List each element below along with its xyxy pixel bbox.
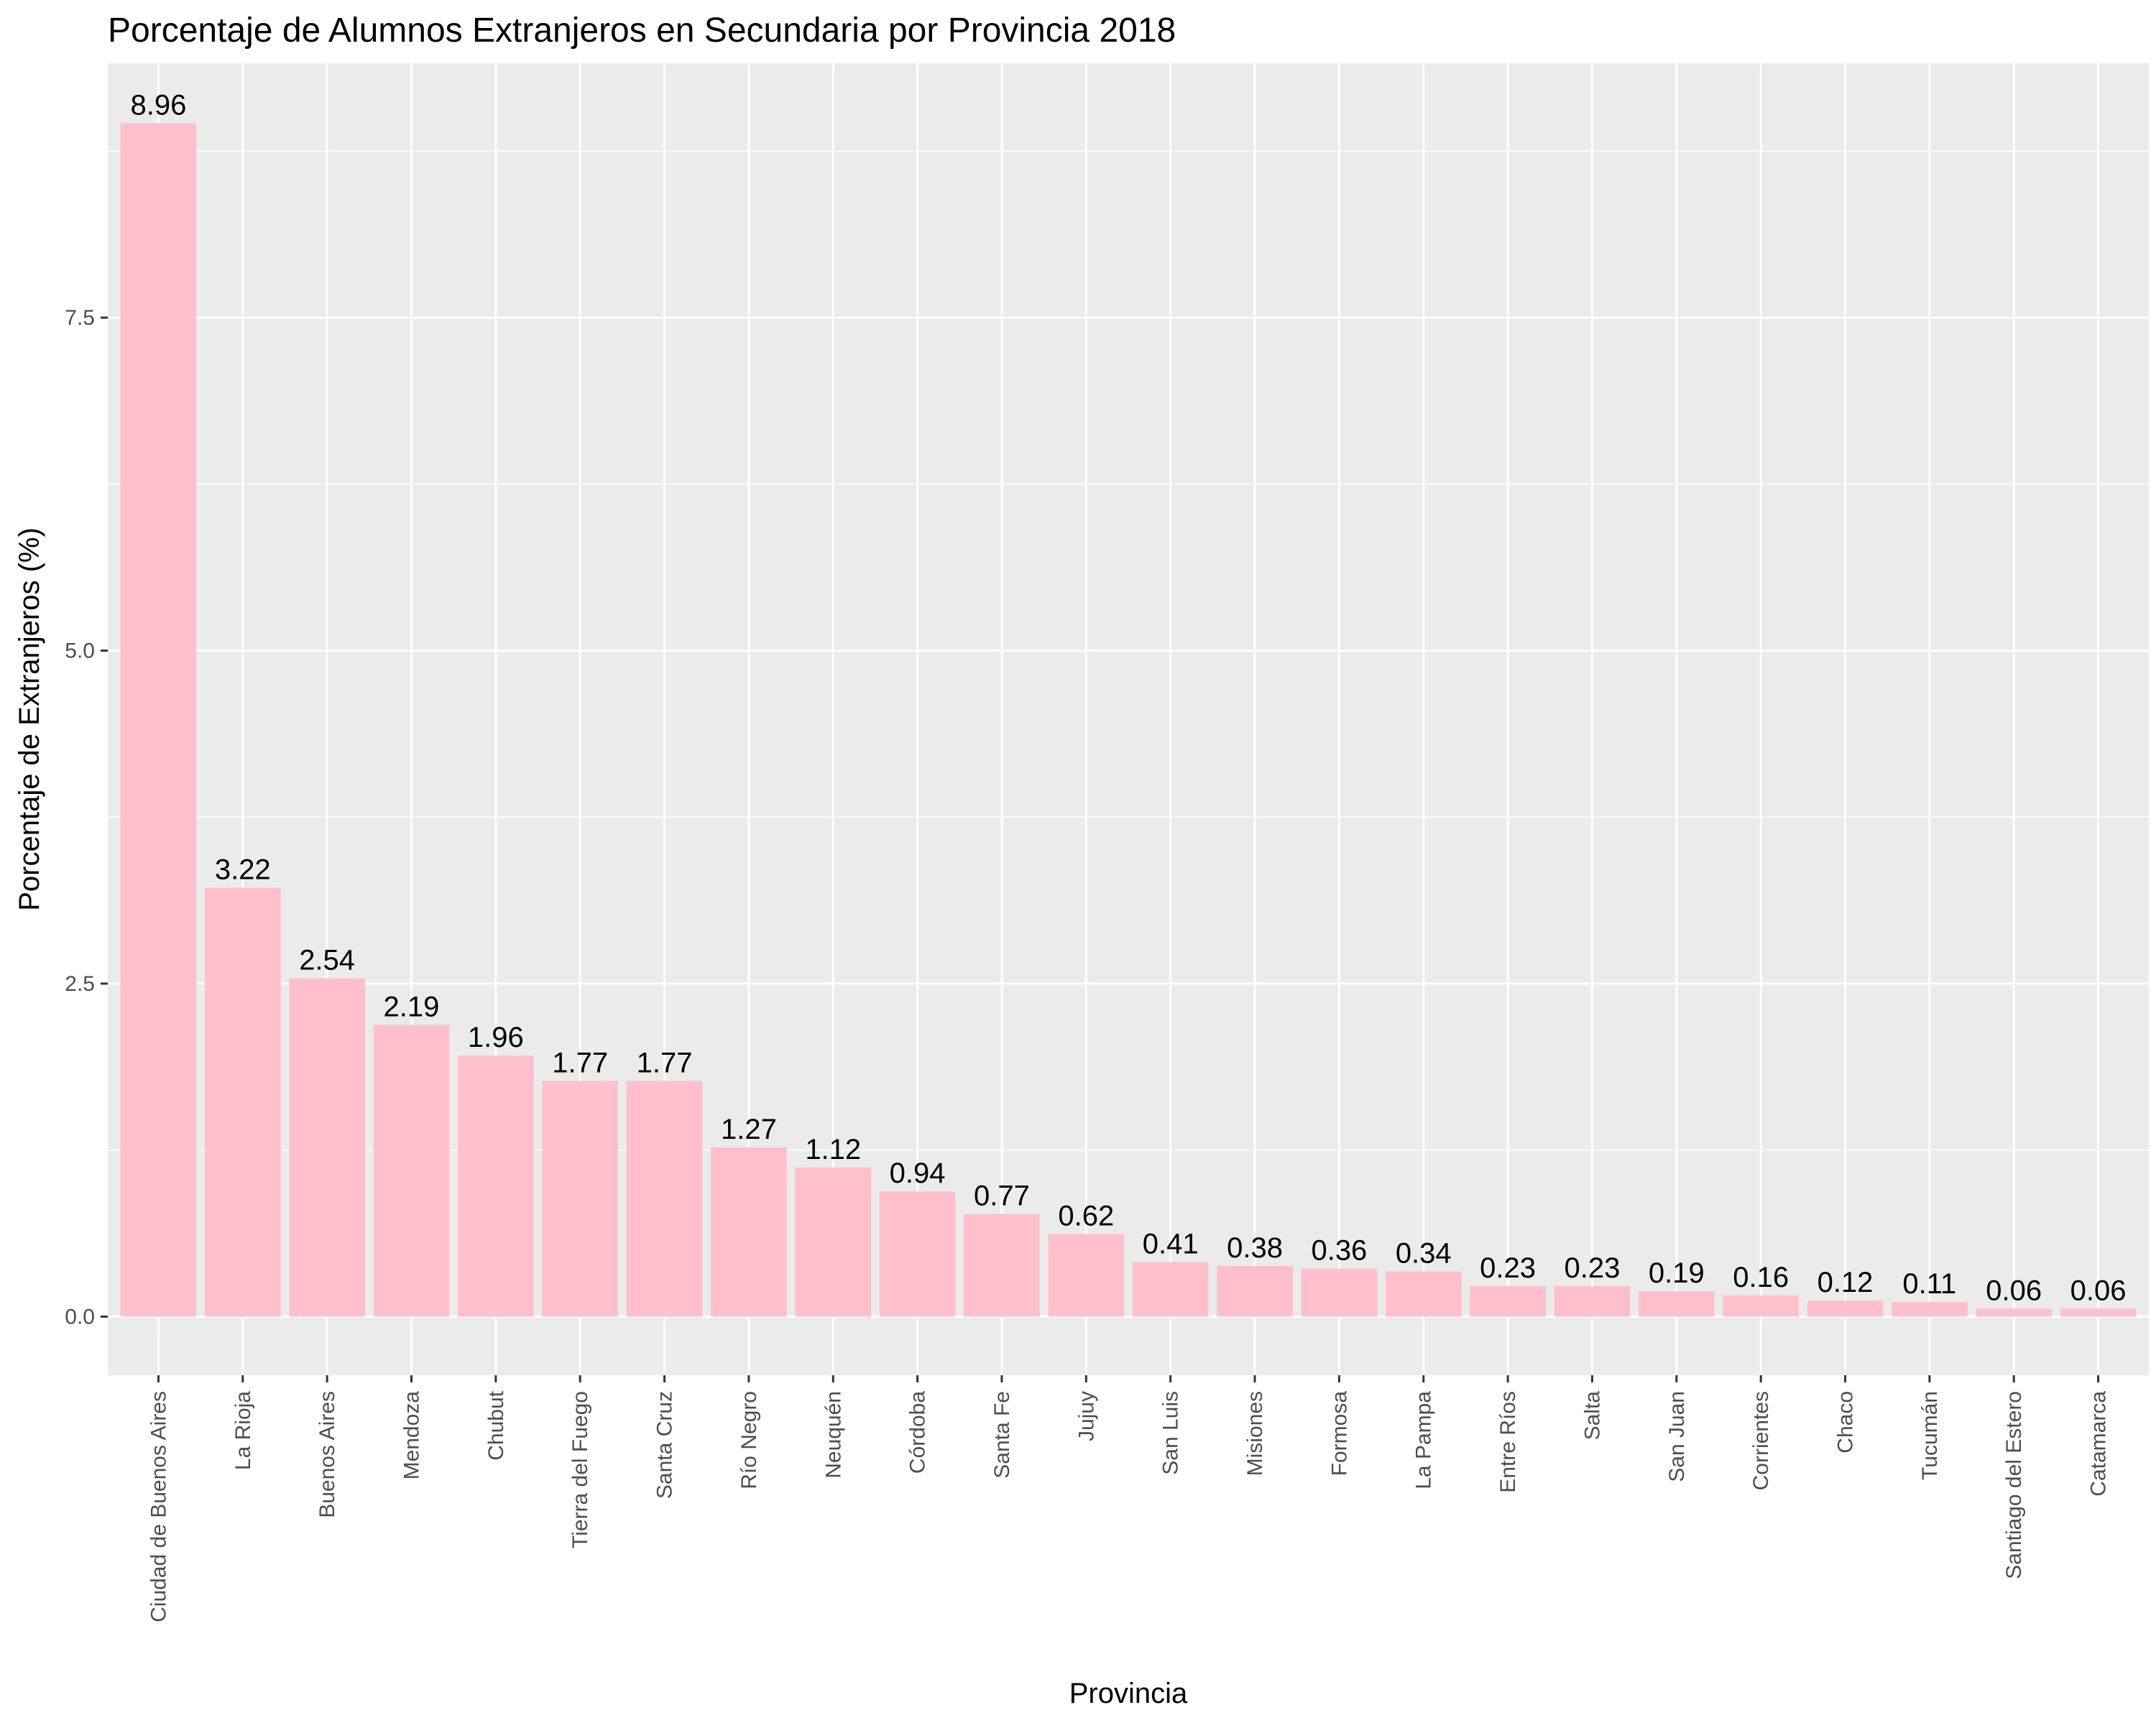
bar (964, 1214, 1040, 1317)
x-tick-label: La Rioja (231, 1391, 255, 1470)
y-tick-label: 5.0 (65, 639, 95, 663)
x-tick-label: Santa Cruz (653, 1391, 677, 1499)
data-label: 0.06 (1986, 1275, 2042, 1306)
x-axis-title: Provincia (1069, 1678, 1188, 1709)
x-tick-label: Entre Ríos (1496, 1391, 1520, 1493)
chart-title: Porcentaje de Alumnos Extranjeros en Sec… (108, 11, 1176, 50)
y-axis: 0.0 2.5 5.0 7.5 (65, 306, 108, 1329)
bar (626, 1081, 703, 1317)
data-label: 0.62 (1058, 1200, 1114, 1232)
data-label: 1.77 (637, 1047, 693, 1078)
x-tick-label: Tierra del Fuego (568, 1391, 592, 1548)
data-label: 0.16 (1733, 1262, 1789, 1293)
bar (1301, 1268, 1378, 1317)
bar (120, 123, 197, 1317)
bar (1807, 1300, 1884, 1317)
bar (458, 1055, 534, 1317)
x-tick-label: Chaco (1834, 1391, 1858, 1454)
data-label: 0.23 (1480, 1252, 1536, 1284)
x-tick-label: Mendoza (400, 1391, 423, 1480)
x-tick-label: San Luis (1159, 1391, 1183, 1475)
data-label: 0.94 (890, 1158, 946, 1189)
x-tick-label: Río Negro (737, 1391, 761, 1489)
x-tick-label: Buenos Aires (315, 1391, 339, 1518)
bar (1470, 1285, 1546, 1317)
data-label: 0.34 (1396, 1237, 1452, 1269)
x-tick-label: Misiones (1243, 1391, 1267, 1476)
bar (1554, 1285, 1631, 1317)
x-tick-label: Tucumán (1918, 1391, 1942, 1480)
x-tick-label: Ciudad de Buenos Aires (147, 1391, 170, 1622)
bar (1385, 1271, 1462, 1317)
data-label: 1.77 (552, 1047, 608, 1078)
bar (711, 1147, 787, 1317)
x-tick-label: Salta (1580, 1391, 1604, 1441)
data-labels: 8.96 3.22 2.54 2.19 1.96 1.77 1.77 1.27 1.12 0.94… (130, 89, 2126, 1306)
x-tick-label: Jujuy (1074, 1391, 1098, 1441)
x-tick-label: Santa Fe (990, 1391, 1014, 1479)
bar (1976, 1308, 2053, 1317)
bar (1723, 1295, 1799, 1317)
data-label: 1.27 (721, 1114, 777, 1145)
data-label: 8.96 (130, 89, 186, 121)
x-tick-label: Córdoba (906, 1391, 930, 1474)
x-tick-label: La Pampa (1412, 1391, 1436, 1489)
data-label: 0.23 (1565, 1252, 1621, 1284)
data-label: 0.19 (1649, 1257, 1705, 1289)
x-tick-label: Chubut (484, 1390, 508, 1460)
bar (795, 1167, 872, 1317)
bar (879, 1191, 956, 1317)
data-label: 3.22 (215, 854, 271, 886)
bar (1048, 1234, 1125, 1317)
bar (542, 1081, 618, 1317)
data-label: 0.38 (1227, 1232, 1283, 1264)
bar (289, 978, 365, 1317)
data-label: 2.19 (384, 991, 440, 1022)
x-tick-label: Catamarca (2087, 1391, 2111, 1497)
x-tick-label: Formosa (1327, 1391, 1351, 1477)
bar (1217, 1265, 1293, 1317)
bar (1639, 1291, 1715, 1317)
y-tick-label: 2.5 (65, 972, 95, 996)
data-label: 0.77 (974, 1181, 1030, 1212)
data-label: 0.41 (1143, 1228, 1199, 1260)
bar (1132, 1262, 1209, 1317)
data-label: 0.11 (1902, 1268, 1956, 1300)
data-label: 0.36 (1311, 1235, 1367, 1267)
data-label: 1.96 (468, 1022, 524, 1053)
bar (2060, 1308, 2137, 1317)
bar (204, 887, 281, 1317)
y-tick-label: 0.0 (65, 1305, 95, 1329)
x-axis: Ciudad de Buenos Aires La Rioja Buenos Air… (147, 1375, 2111, 1622)
data-label: 0.06 (2070, 1275, 2127, 1306)
x-tick-label: San Juan (1665, 1391, 1689, 1482)
bar (1892, 1302, 1968, 1317)
x-tick-label: Corrientes (1749, 1391, 1773, 1490)
data-label: 2.54 (299, 945, 355, 976)
y-tick-label: 7.5 (65, 306, 95, 330)
data-label: 0.12 (1818, 1267, 1874, 1298)
x-tick-label: Neuquén (821, 1391, 845, 1479)
x-tick-label: Santiago del Estero (2002, 1391, 2026, 1579)
bar-series (120, 123, 2137, 1317)
bar (373, 1025, 450, 1317)
data-label: 1.12 (805, 1134, 861, 1165)
y-axis-title: Porcentaje de Extranjeros (%) (14, 527, 45, 911)
